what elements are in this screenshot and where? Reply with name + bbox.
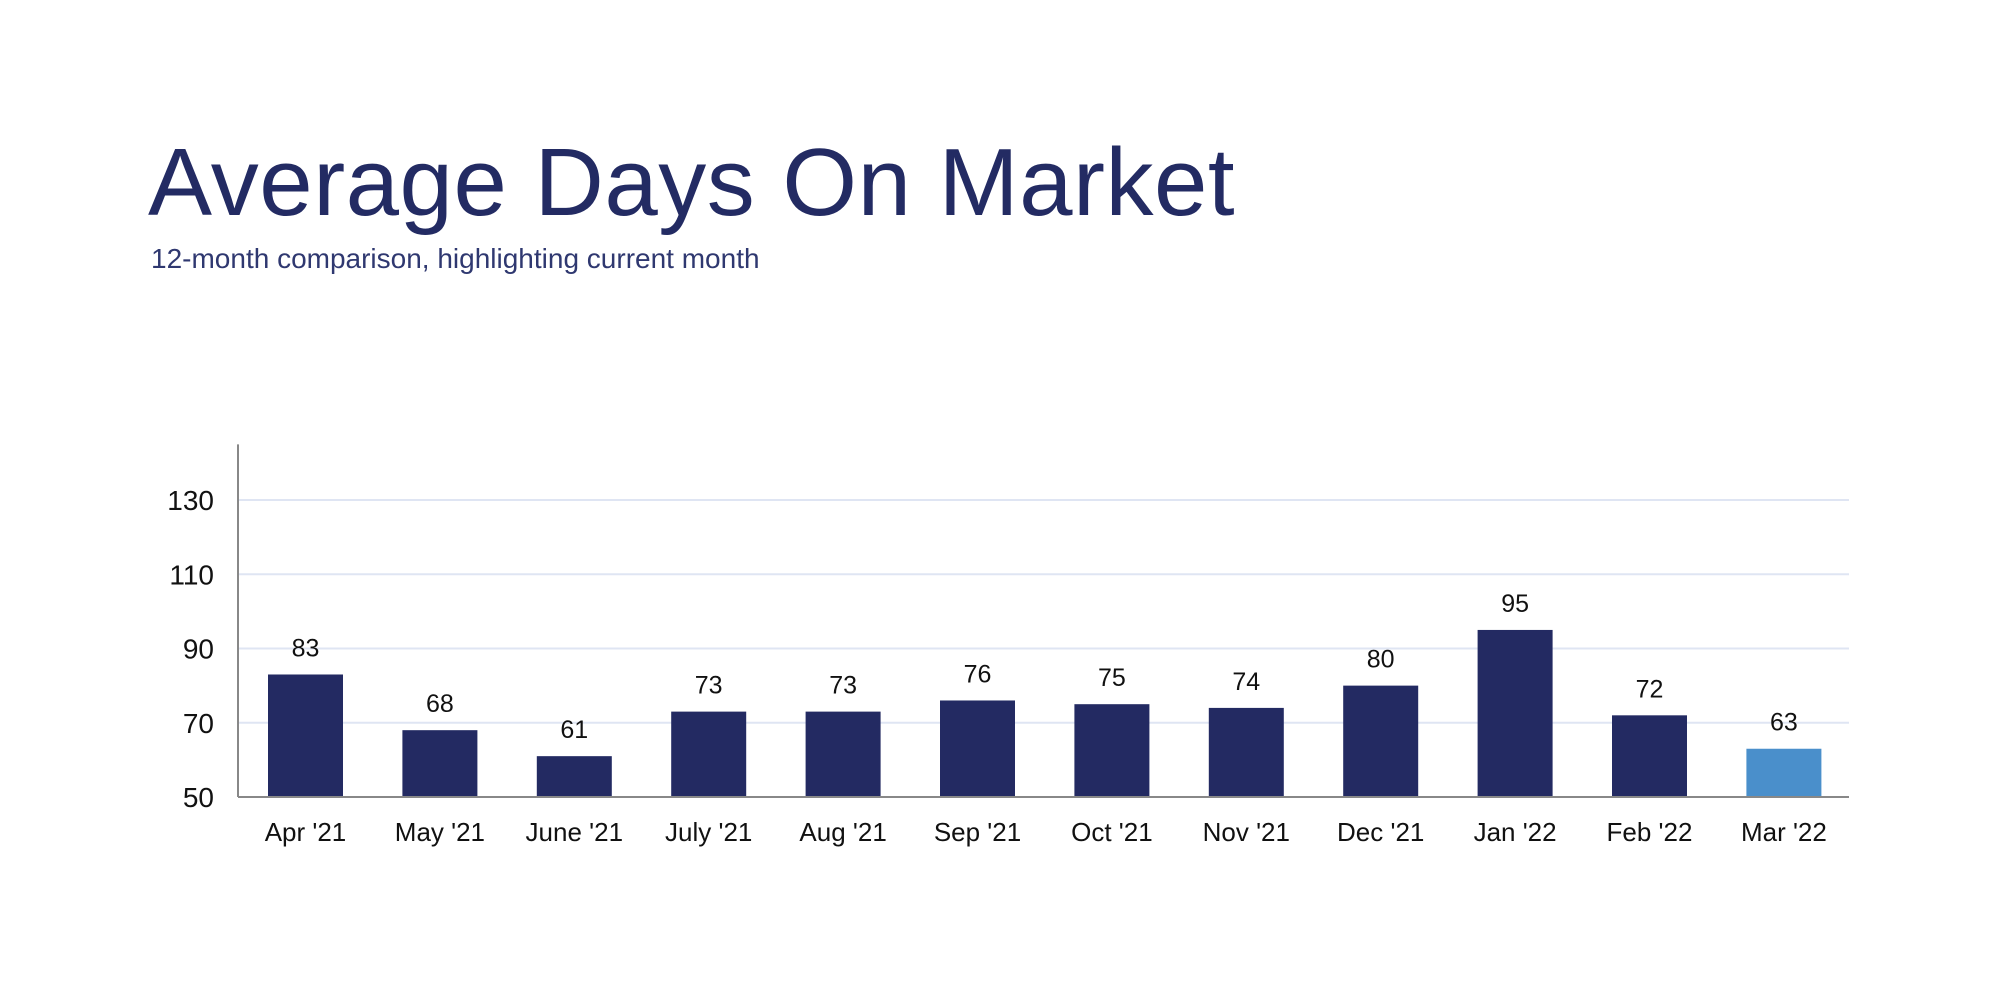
bar xyxy=(1074,704,1150,797)
data-label: 68 xyxy=(426,690,454,718)
y-tick-label: 130 xyxy=(167,485,214,516)
x-tick-label: Aug '21 xyxy=(799,817,886,847)
data-label: 73 xyxy=(829,672,857,700)
x-tick-label: Apr '21 xyxy=(265,817,347,847)
bar xyxy=(1343,685,1419,797)
data-label: 72 xyxy=(1636,675,1664,703)
x-tick-label: Sep '21 xyxy=(934,817,1021,847)
bar xyxy=(1612,715,1687,797)
y-tick-label: 110 xyxy=(169,559,214,590)
bar xyxy=(671,711,747,797)
x-tick-label: Jan '22 xyxy=(1474,817,1557,847)
x-tick-label: June '21 xyxy=(526,817,624,847)
data-label: 83 xyxy=(292,634,320,662)
bar xyxy=(268,674,343,797)
x-tick-label: May '21 xyxy=(395,817,485,847)
x-tick-label: Dec '21 xyxy=(1337,817,1424,847)
x-tick-label: Oct '21 xyxy=(1071,817,1153,847)
bar xyxy=(805,711,881,797)
y-tick-label: 50 xyxy=(183,782,214,813)
bar xyxy=(1477,629,1553,797)
y-tick-label: 70 xyxy=(183,708,214,739)
bar xyxy=(1208,707,1284,797)
data-label: 95 xyxy=(1501,590,1529,618)
bar xyxy=(1746,748,1822,797)
bar xyxy=(940,700,1015,797)
data-label: 76 xyxy=(964,660,992,688)
x-tick-label: July '21 xyxy=(665,817,752,847)
y-tick-label: 90 xyxy=(183,634,214,665)
chart-title: Average Days On Market xyxy=(148,129,1236,236)
bar xyxy=(402,730,478,797)
bar xyxy=(536,756,612,797)
x-tick-label: Feb '22 xyxy=(1607,817,1693,847)
data-label: 74 xyxy=(1232,668,1260,696)
data-label: 61 xyxy=(560,716,588,744)
data-label: 75 xyxy=(1098,664,1126,692)
data-label: 63 xyxy=(1770,709,1798,737)
chart-subtitle: 12-month comparison, highlighting curren… xyxy=(151,243,760,274)
x-tick-label: Mar '22 xyxy=(1741,817,1827,847)
data-label: 73 xyxy=(695,672,723,700)
x-tick-label: Nov '21 xyxy=(1203,817,1290,847)
data-label: 80 xyxy=(1367,646,1395,674)
